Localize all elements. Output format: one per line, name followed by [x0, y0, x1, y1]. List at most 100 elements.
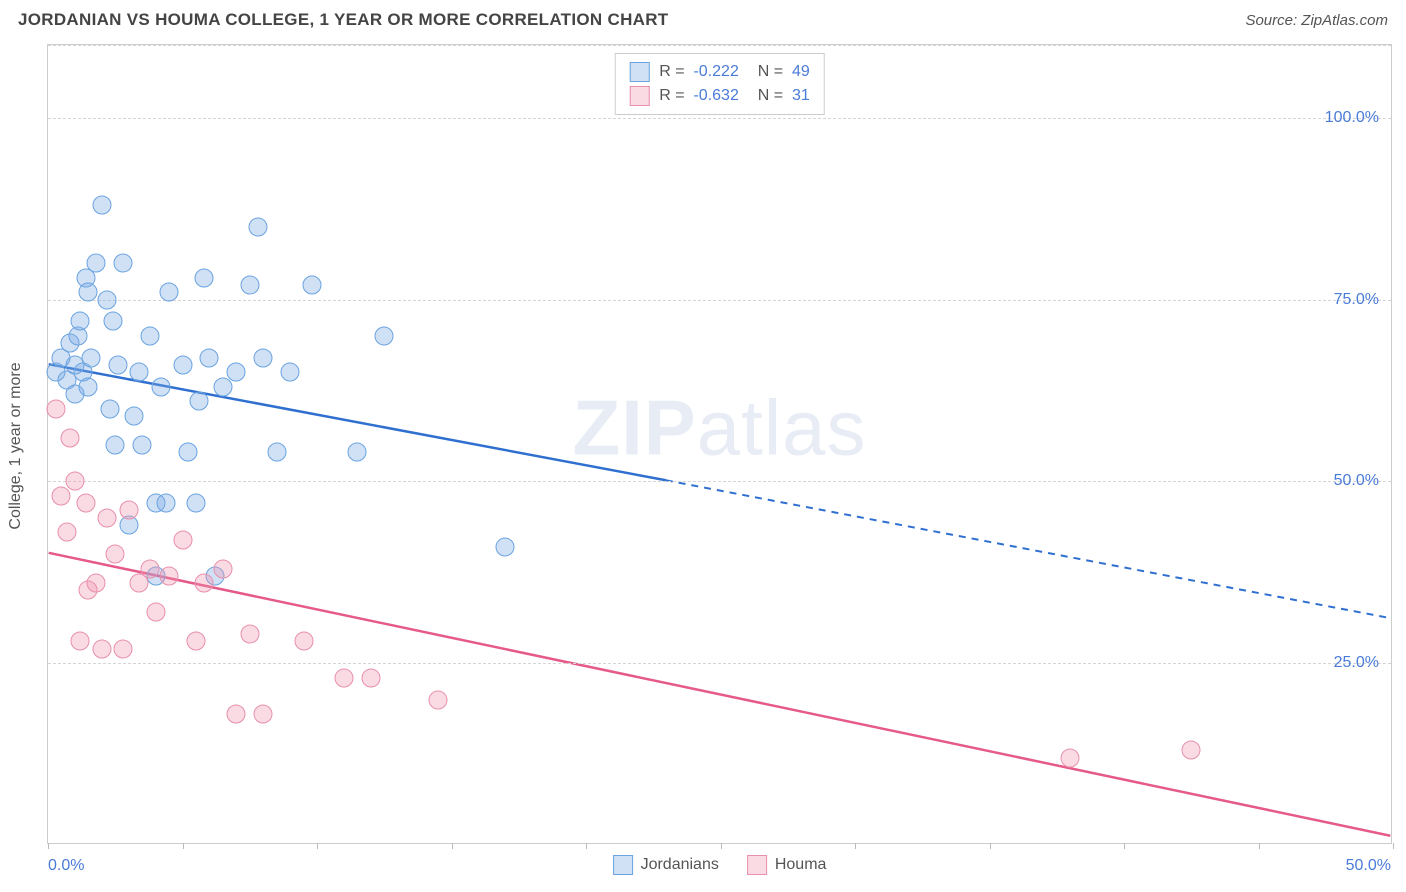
x-tick [452, 843, 453, 849]
x-tick [586, 843, 587, 849]
regression-lines [48, 45, 1391, 843]
data-point [227, 705, 246, 724]
data-point [248, 217, 267, 236]
legend-n-value: N = 49 [749, 63, 810, 81]
legend-series-label: Houma [775, 856, 827, 874]
y-tick-label: 50.0% [1334, 472, 1379, 490]
data-point [157, 494, 176, 513]
data-point [71, 632, 90, 651]
x-tick [990, 843, 991, 849]
legend-series: Jordanians Houma [613, 855, 827, 875]
x-tick [1259, 843, 1260, 849]
data-point [133, 436, 152, 455]
data-point [254, 348, 273, 367]
data-point [195, 268, 214, 287]
data-point [92, 196, 111, 215]
data-point [57, 523, 76, 542]
data-point [240, 276, 259, 295]
data-point [173, 530, 192, 549]
data-point [429, 690, 448, 709]
data-point [87, 574, 106, 593]
data-point [103, 312, 122, 331]
legend-swatch [629, 62, 649, 82]
data-point [186, 632, 205, 651]
y-tick-label: 100.0% [1325, 109, 1379, 127]
legend-swatch [747, 855, 767, 875]
data-point [213, 377, 232, 396]
legend-r-value: R = -0.222 [659, 63, 739, 81]
data-point [100, 399, 119, 418]
legend-n-value: N = 31 [749, 87, 810, 105]
data-point [71, 312, 90, 331]
x-axis-min-label: 0.0% [48, 857, 84, 875]
y-tick-label: 75.0% [1334, 291, 1379, 309]
x-tick [183, 843, 184, 849]
chart-frame: ZIPatlas 25.0%50.0%75.0%100.0% R = -0.22… [47, 44, 1392, 844]
y-tick-label: 25.0% [1334, 654, 1379, 672]
gridline [48, 300, 1391, 301]
data-point [106, 436, 125, 455]
data-point [281, 363, 300, 382]
x-tick [48, 843, 49, 849]
data-point [160, 283, 179, 302]
data-point [79, 283, 98, 302]
data-point [375, 326, 394, 345]
data-point [47, 399, 66, 418]
x-tick [317, 843, 318, 849]
data-point [240, 625, 259, 644]
legend-series-item: Houma [747, 855, 827, 875]
legend-series-label: Jordanians [641, 856, 719, 874]
data-point [52, 486, 71, 505]
data-point [79, 377, 98, 396]
legend-swatch [629, 86, 649, 106]
data-point [60, 428, 79, 447]
legend-correlation: R = -0.222 N = 49 R = -0.632 N = 31 [614, 53, 825, 115]
data-point [87, 254, 106, 273]
data-point [1182, 741, 1201, 760]
data-point [189, 392, 208, 411]
data-point [65, 472, 84, 491]
gridline [48, 45, 1391, 46]
data-point [125, 406, 144, 425]
data-point [160, 566, 179, 585]
legend-swatch [613, 855, 633, 875]
data-point [130, 363, 149, 382]
legend-correlation-row: R = -0.632 N = 31 [629, 84, 810, 108]
x-axis-max-label: 50.0% [1346, 857, 1391, 875]
data-point [114, 639, 133, 658]
data-point [92, 639, 111, 658]
data-point [294, 632, 313, 651]
data-point [302, 276, 321, 295]
data-point [254, 705, 273, 724]
gridline [48, 118, 1391, 119]
data-point [141, 326, 160, 345]
data-point [141, 559, 160, 578]
data-point [76, 494, 95, 513]
chart-title: JORDANIAN VS HOUMA COLLEGE, 1 YEAR OR MO… [18, 10, 669, 30]
x-tick [855, 843, 856, 849]
gridline [48, 663, 1391, 664]
data-point [334, 668, 353, 687]
data-point [361, 668, 380, 687]
legend-r-value: R = -0.632 [659, 87, 739, 105]
data-point [82, 348, 101, 367]
data-point [348, 443, 367, 462]
data-point [98, 290, 117, 309]
data-point [1061, 748, 1080, 767]
data-point [178, 443, 197, 462]
source-attribution: Source: ZipAtlas.com [1245, 12, 1388, 29]
data-point [173, 356, 192, 375]
plot-area: ZIPatlas 25.0%50.0%75.0%100.0% [48, 45, 1391, 843]
data-point [108, 356, 127, 375]
legend-correlation-row: R = -0.222 N = 49 [629, 60, 810, 84]
data-point [496, 537, 515, 556]
x-tick [721, 843, 722, 849]
data-point [227, 363, 246, 382]
data-point [213, 559, 232, 578]
data-point [146, 603, 165, 622]
data-point [151, 377, 170, 396]
data-point [186, 494, 205, 513]
data-point [98, 508, 117, 527]
x-tick [1124, 843, 1125, 849]
data-point [267, 443, 286, 462]
